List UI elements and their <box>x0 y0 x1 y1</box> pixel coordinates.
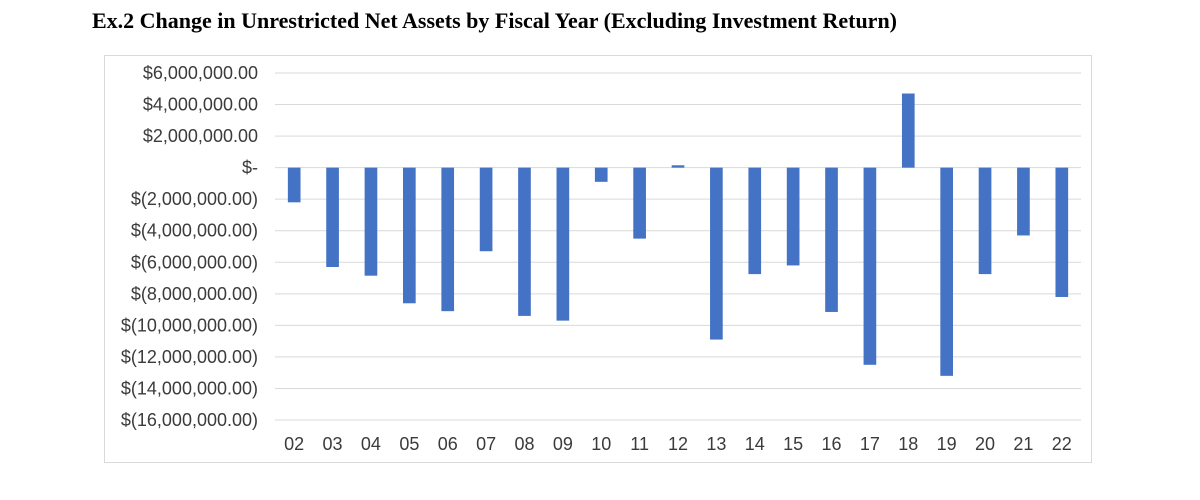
bar-02 <box>287 167 301 203</box>
x-tick-label: 17 <box>860 434 880 454</box>
x-tick-label: 04 <box>361 434 381 454</box>
bar-21 <box>1017 167 1030 236</box>
y-axis-labels: $6,000,000.00 $4,000,000.00 $2,000,000.00 $… <box>121 63 258 430</box>
bar-03 <box>326 167 339 268</box>
bar-chart: $6,000,000.00 $4,000,000.00 $2,000,000.00 $… <box>121 63 1081 454</box>
y-tick-label: $(10,000,000.00) <box>121 315 258 335</box>
bar-20 <box>978 167 992 275</box>
bar-07 <box>479 167 493 252</box>
y-tick-label: $(16,000,000.00) <box>121 410 258 430</box>
y-tick-label: $(6,000,000.00) <box>131 252 258 272</box>
x-tick-label: 15 <box>783 434 803 454</box>
bar-11 <box>633 167 646 239</box>
x-tick-label: 10 <box>591 434 611 454</box>
x-tick-label: 06 <box>438 434 458 454</box>
bar-14 <box>748 167 762 275</box>
x-tick-label: 02 <box>284 434 304 454</box>
bar-22 <box>1055 167 1069 297</box>
bar-06 <box>441 167 455 312</box>
x-tick-label: 14 <box>745 434 765 454</box>
x-tick-label: 09 <box>553 434 573 454</box>
bar-04 <box>364 167 378 276</box>
bar-15 <box>786 167 800 266</box>
x-tick-label: 07 <box>476 434 496 454</box>
x-tick-label: 20 <box>975 434 995 454</box>
bar-10 <box>594 167 608 182</box>
y-tick-label: $(8,000,000.00) <box>131 284 258 304</box>
y-tick-label: $2,000,000.00 <box>143 126 258 146</box>
x-tick-label: 12 <box>668 434 688 454</box>
bar-08 <box>518 167 531 316</box>
bar-16 <box>825 167 838 312</box>
y-tick-label: $4,000,000.00 <box>143 95 258 115</box>
bars <box>287 93 1069 376</box>
x-tick-label: 05 <box>399 434 419 454</box>
x-tick-label: 21 <box>1013 434 1033 454</box>
bar-13 <box>710 167 723 340</box>
x-tick-label: 08 <box>514 434 534 454</box>
bar-09 <box>556 167 570 321</box>
x-axis-labels: 02 03 04 05 06 07 08 09 10 11 12 13 14 15 16 17 18 19 20 21… <box>284 434 1072 454</box>
y-tick-label: $6,000,000.00 <box>143 63 258 83</box>
chart-area: $6,000,000.00 $4,000,000.00 $2,000,000.00 $… <box>104 55 1092 463</box>
y-tick-label: $(4,000,000.00) <box>131 221 258 241</box>
y-tick-label: $(14,000,000.00) <box>121 378 258 398</box>
y-tick-label: $(2,000,000.00) <box>131 189 258 209</box>
x-tick-label: 19 <box>937 434 957 454</box>
gridlines <box>275 72 1081 421</box>
x-tick-label: 16 <box>822 434 842 454</box>
x-tick-label: 03 <box>323 434 343 454</box>
y-tick-label: $- <box>242 158 258 178</box>
bar-18 <box>901 93 915 168</box>
bar-17 <box>863 167 877 365</box>
x-tick-label: 22 <box>1052 434 1072 454</box>
x-tick-label: 11 <box>630 434 649 454</box>
bar-19 <box>940 167 953 376</box>
chart-title: Ex.2 Change in Unrestricted Net Assets b… <box>92 8 898 33</box>
bar-05 <box>403 167 416 304</box>
bar-12 <box>671 165 685 168</box>
x-tick-label: 18 <box>898 434 918 454</box>
x-tick-label: 13 <box>706 434 726 454</box>
y-tick-label: $(12,000,000.00) <box>121 347 258 367</box>
